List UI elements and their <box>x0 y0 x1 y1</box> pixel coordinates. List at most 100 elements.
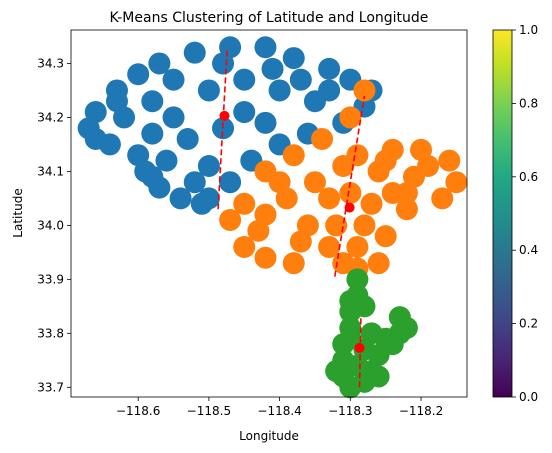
x-axis: −118.6 −118.5 −118.4 −118.3 −118.2 <box>116 397 443 418</box>
colorbar-axis: 0.0 0.2 0.4 0.6 0.8 1.0 <box>512 23 538 404</box>
clusters-layer <box>77 36 468 399</box>
data-point <box>233 192 256 215</box>
data-point <box>339 106 362 129</box>
data-point <box>282 47 305 70</box>
data-point <box>318 235 341 258</box>
y-tick-label: 34.0 <box>37 218 64 232</box>
data-point <box>247 219 270 242</box>
data-point <box>176 128 199 151</box>
data-point <box>183 171 206 194</box>
data-point <box>325 360 348 383</box>
plot-frame <box>70 29 468 398</box>
data-point <box>162 68 185 91</box>
y-tick-label: 33.8 <box>37 326 64 340</box>
data-point <box>134 160 157 183</box>
x-tick-label: −118.2 <box>399 404 443 418</box>
chart-title: K-Means Clustering of Latitude and Longi… <box>110 10 429 26</box>
data-point <box>346 354 369 377</box>
data-point <box>162 106 185 129</box>
data-point <box>282 252 305 275</box>
data-point <box>346 268 369 291</box>
dashed-line <box>358 317 362 388</box>
data-point <box>233 101 256 124</box>
x-tick-label: −118.6 <box>116 404 160 418</box>
data-point <box>141 122 164 145</box>
cluster-1 <box>219 79 468 280</box>
centroid-point <box>354 342 365 353</box>
data-point <box>197 79 220 102</box>
y-tick-label: 34.2 <box>37 110 64 124</box>
data-point <box>431 187 454 210</box>
x-tick-label: −118.3 <box>328 404 372 418</box>
data-point <box>318 57 341 80</box>
data-point <box>254 111 277 134</box>
data-point <box>303 171 326 194</box>
data-point <box>367 365 390 388</box>
y-axis-label: Latitude <box>11 188 25 237</box>
data-point <box>339 327 362 350</box>
data-point <box>374 149 397 172</box>
data-point <box>339 181 362 204</box>
data-point <box>127 63 150 86</box>
data-point <box>219 208 242 231</box>
x-tick-label: −118.4 <box>257 404 301 418</box>
data-point <box>311 128 334 151</box>
data-point <box>268 79 291 102</box>
colorbar <box>492 29 513 398</box>
data-point <box>282 144 305 167</box>
data-point <box>141 90 164 113</box>
data-point <box>183 41 206 64</box>
y-tick-label: 34.1 <box>37 164 64 178</box>
colorbar-tick-label: 0.2 <box>519 317 538 331</box>
x-tick-label: −118.5 <box>187 404 231 418</box>
data-point <box>233 68 256 91</box>
data-point <box>105 90 128 113</box>
data-point <box>360 192 383 215</box>
data-point <box>388 306 411 329</box>
data-point <box>438 149 461 172</box>
y-tick-label: 33.9 <box>37 272 64 286</box>
data-point <box>155 149 178 172</box>
data-point <box>445 171 468 194</box>
dashed-lines-layer <box>217 47 366 388</box>
data-point <box>190 192 213 215</box>
data-point <box>395 181 418 204</box>
centroid-point <box>344 202 355 213</box>
data-point <box>353 214 376 237</box>
colorbar-tick-label: 0.6 <box>519 170 538 184</box>
data-point <box>318 187 341 210</box>
colorbar-tick-label: 0.8 <box>519 96 538 110</box>
colorbar-tick-label: 0.4 <box>519 243 538 257</box>
data-point <box>381 333 404 356</box>
centroid-point <box>219 110 230 121</box>
cluster-0 <box>77 36 383 215</box>
data-point <box>268 171 291 194</box>
data-point <box>395 198 418 221</box>
data-point <box>212 52 235 75</box>
dashed-line <box>217 47 229 210</box>
data-point <box>346 235 369 258</box>
y-tick-label: 34.3 <box>37 56 64 70</box>
data-point <box>197 155 220 178</box>
data-point <box>84 128 107 151</box>
colorbar-tick-label: 0.0 <box>519 390 538 404</box>
data-point <box>289 68 312 91</box>
data-point <box>318 79 341 102</box>
data-point <box>261 57 284 80</box>
x-axis-label: Longitude <box>239 429 299 443</box>
y-axis: 33.7 33.8 33.9 34.0 34.1 34.2 34.3 <box>37 56 71 394</box>
data-point <box>332 155 355 178</box>
data-point <box>233 235 256 258</box>
data-point <box>367 252 390 275</box>
data-point <box>219 171 242 194</box>
y-tick-label: 33.7 <box>37 380 64 394</box>
data-point <box>374 225 397 248</box>
colorbar-tick-label: 1.0 <box>519 23 538 37</box>
cluster-2 <box>325 268 418 399</box>
data-point <box>289 230 312 253</box>
data-point <box>339 289 362 312</box>
data-point <box>148 52 171 75</box>
centroids-layer <box>219 110 365 353</box>
dashed-line <box>333 95 366 277</box>
